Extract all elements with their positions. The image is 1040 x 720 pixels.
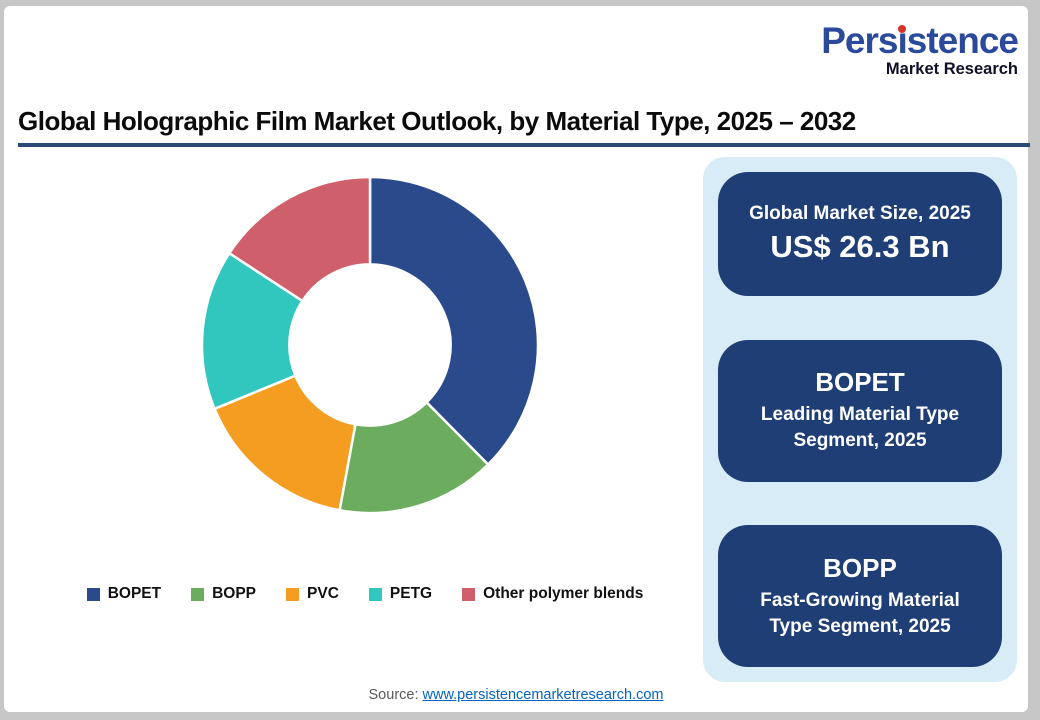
info-panel: Global Market Size, 2025 US$ 26.3 Bn BOP… <box>703 157 1017 682</box>
donut-chart <box>200 175 540 515</box>
title-underline <box>18 143 1030 147</box>
legend-item-other: Other polymer blends <box>462 585 643 603</box>
legend-item-petg: PETG <box>368 585 433 603</box>
leading-segment-card: BOPET Leading Material Type Segment, 202… <box>718 339 1002 482</box>
legend-swatch-petg <box>368 587 382 601</box>
page-title: Global Holographic Film Market Outlook, … <box>18 106 856 136</box>
leading-segment-description: Leading Material Type Segment, 2025 <box>760 404 960 451</box>
logo-brand-pre: Pers <box>821 20 898 61</box>
legend-label-petg: PETG <box>389 585 433 602</box>
logo-brand-post: stence <box>906 20 1019 61</box>
legend-item-bopp: BOPP <box>191 585 256 603</box>
source-line: Source: www.persistencemarketresearch.co… <box>4 687 1028 703</box>
legend-label-bopp: BOPP <box>212 585 257 602</box>
legend-swatch-bopp <box>191 587 205 601</box>
source-link[interactable]: www.persistencemarketresearch.com <box>422 687 664 703</box>
legend-swatch-pvc <box>286 587 300 601</box>
logo-brand-text: Persıstence <box>821 20 1019 61</box>
fast-growing-segment-card: BOPP Fast-Growing Material Type Segment,… <box>718 525 1002 667</box>
persistence-market-research-logo: Persıstence Market Research <box>821 20 1019 78</box>
legend-item-pvc: PVC <box>286 585 339 603</box>
legend-swatch-other <box>462 587 476 601</box>
legend-label-other: Other polymer blends <box>483 585 644 602</box>
market-size-card: Global Market Size, 2025 US$ 26.3 Bn <box>718 172 1002 296</box>
donut-segment-other-polymer-blends <box>228 175 372 303</box>
fast-growing-segment-description: Fast-Growing Material Type Segment, 2025 <box>760 589 960 637</box>
logo-subtitle: Market Research <box>885 60 1018 78</box>
donut-segment-petg <box>200 251 304 411</box>
fast-growing-segment-name: BOPP <box>823 552 897 583</box>
chart-legend: BOPET BOPP PVC PETG Other polymer blends <box>30 585 700 603</box>
donut-segment-bopet <box>368 175 540 466</box>
market-size-value: US$ 26.3 Bn <box>770 229 950 264</box>
logo-red-dot-i: ı <box>897 20 907 61</box>
source-label: Source: <box>368 687 419 703</box>
donut-chart-area <box>200 175 540 515</box>
market-size-heading: Global Market Size, 2025 <box>749 203 971 224</box>
donut-segment-pvc <box>213 374 357 512</box>
legend-label-pvc: PVC <box>307 585 339 602</box>
legend-swatch-bopet <box>86 587 100 601</box>
leading-segment-name: BOPET <box>815 367 905 398</box>
infographic-canvas: Persıstence Market Research Global Holog… <box>4 6 1030 712</box>
legend-item-bopet: BOPET <box>86 585 162 603</box>
legend-label-bopet: BOPET <box>107 585 162 602</box>
